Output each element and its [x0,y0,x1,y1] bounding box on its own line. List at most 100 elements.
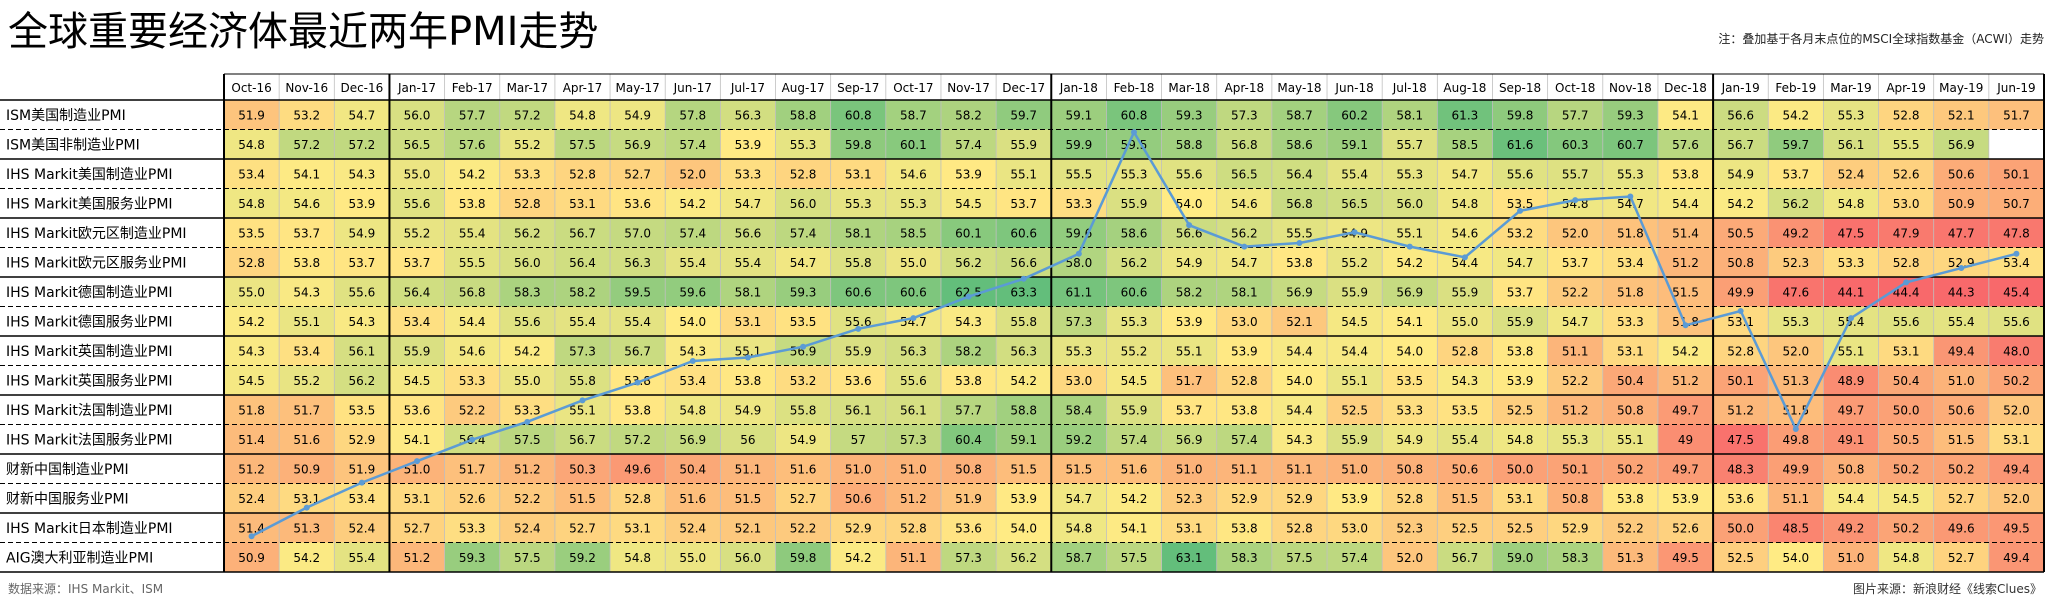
cell-value: 56.4 [404,285,431,299]
heatmap-cell [830,247,886,277]
cell-value: 54.0 [1782,551,1809,565]
cell-value: 53.2 [293,108,320,122]
heatmap-cell [996,188,1052,218]
column-header: Nov-17 [947,81,990,95]
heatmap-cell [1988,454,2044,484]
cell-value: 54.8 [679,403,706,417]
heatmap-cell [1933,483,1989,513]
cell-value: 53.8 [1231,521,1258,535]
heatmap-cell [389,424,445,454]
heatmap-cell [1768,100,1824,130]
cell-value: 53.1 [404,492,431,506]
cell-value: 59.3 [459,551,486,565]
cell-value: 47.6 [1782,285,1809,299]
cell-value: 51.7 [2003,108,2030,122]
heatmap-cell [885,218,941,248]
cell-value: 57.8 [679,108,706,122]
cell-value: 56.3 [900,344,927,358]
cell-value: 55.9 [1010,138,1037,152]
cell-value: 48.3 [1727,462,1754,476]
heatmap-cell [1878,424,1934,454]
heatmap-cell [279,306,335,336]
cell-value: 53.5 [1396,374,1423,388]
acwi-point [1351,229,1358,236]
heatmap-cell [1988,100,2044,130]
cell-value: 54.1 [1672,108,1699,122]
cell-value: 51.1 [1782,492,1809,506]
cell-value: 54.0 [1010,521,1037,535]
cell-value: 56.1 [1838,138,1865,152]
cell-value: 52.9 [349,433,376,447]
heatmap-cell [830,277,886,307]
heatmap-cell [1547,542,1603,572]
heatmap-cell [885,483,941,513]
cell-value: 58.5 [900,226,927,240]
cell-value: 54.3 [1452,374,1479,388]
cell-value: 52.0 [1396,551,1423,565]
cell-value: 53.6 [955,521,982,535]
heatmap-cell [1382,483,1438,513]
heatmap-cell [1988,129,2044,159]
cell-value: 58.7 [1286,108,1313,122]
cell-value: 50.1 [2003,167,2030,181]
column-header: Nov-16 [285,81,328,95]
cell-value: 57.2 [624,433,651,447]
acwi-point [1241,243,1248,250]
cell-value: 49.4 [2003,462,2030,476]
heatmap-cell [224,129,280,159]
heatmap-cell [1271,336,1328,366]
cell-value: 59.0 [1507,551,1534,565]
heatmap-cell [279,395,335,425]
heatmap-cell [1327,513,1383,543]
heatmap-cell [1657,100,1714,130]
heatmap-cell [1437,159,1493,189]
heatmap-cell [499,542,555,572]
cell-value: 52.9 [1286,492,1313,506]
column-header: Oct-16 [231,81,271,95]
heatmap-cell [1602,100,1658,130]
heatmap-cell [720,513,776,543]
heatmap-cell [610,483,666,513]
row-label: IHS Markit欧元区制造业PMI [6,226,187,242]
cell-value: 52.8 [1286,521,1313,535]
cell-value: 54.2 [1396,256,1423,270]
cell-value: 56.0 [790,197,817,211]
heatmap-cell [1713,513,1769,543]
cell-value: 51.5 [1672,285,1699,299]
heatmap-cell [1216,277,1272,307]
heatmap-cell [665,188,721,218]
heatmap-cell [224,247,280,277]
heatmap-cell [996,365,1052,395]
cell-value: 54.2 [679,197,706,211]
heatmap-cell [940,336,997,366]
cell-value: 54.4 [1341,344,1368,358]
cell-value: 59.3 [790,285,817,299]
cell-value: 53.1 [624,521,651,535]
cell-value: 50.6 [1452,462,1479,476]
heatmap-cell [1051,513,1107,543]
heatmap-cell [1382,277,1438,307]
cell-value: 52.0 [679,167,706,181]
cell-value: 53.1 [735,315,762,329]
heatmap-cell [996,277,1052,307]
cell-value: 51.2 [1562,403,1589,417]
cell-value: 51.2 [514,462,541,476]
heatmap-cell [940,513,997,543]
cell-value: 54.5 [1121,374,1148,388]
cell-value: 51.0 [404,462,431,476]
data-source: 数据来源：IHS Markit、ISM [8,582,164,596]
heatmap-cell [1768,513,1824,543]
row-label: 财新中国制造业PMI [6,462,129,478]
cell-value: 51.4 [238,521,265,535]
heatmap-cell [1657,542,1714,572]
heatmap-cell [1327,365,1383,395]
heatmap-cell [996,513,1052,543]
cell-value: 55.7 [1396,138,1423,152]
cell-value: 57.3 [1065,315,1092,329]
cell-value: 58.6 [1121,226,1148,240]
heatmap-cell [389,395,445,425]
heatmap-cell [996,129,1052,159]
cell-value: 54.7 [790,256,817,270]
column-header: Aug-18 [1443,81,1486,95]
heatmap-cell [996,424,1052,454]
